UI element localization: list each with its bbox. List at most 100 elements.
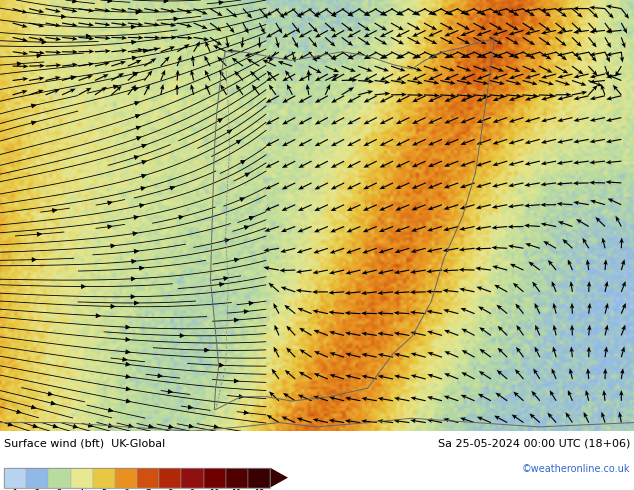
Text: 5: 5	[101, 489, 107, 490]
FancyArrowPatch shape	[108, 201, 112, 205]
FancyArrowPatch shape	[61, 15, 65, 19]
FancyArrowPatch shape	[37, 54, 41, 58]
FancyArrowPatch shape	[48, 392, 53, 395]
FancyArrowPatch shape	[71, 76, 75, 79]
FancyArrowPatch shape	[158, 374, 162, 378]
FancyArrowPatch shape	[180, 334, 184, 338]
FancyArrowPatch shape	[141, 174, 146, 178]
FancyArrowPatch shape	[108, 424, 113, 427]
Bar	[115, 467, 137, 488]
Text: 3: 3	[56, 489, 62, 490]
FancyArrowPatch shape	[218, 119, 222, 122]
FancyArrowPatch shape	[32, 258, 36, 262]
Text: 1: 1	[13, 489, 18, 490]
FancyArrowPatch shape	[81, 285, 86, 289]
FancyArrowPatch shape	[132, 56, 136, 60]
FancyArrowPatch shape	[108, 225, 112, 229]
FancyArrowPatch shape	[214, 425, 218, 429]
FancyArrowPatch shape	[8, 422, 12, 426]
FancyArrowPatch shape	[132, 260, 136, 263]
FancyArrowPatch shape	[131, 277, 135, 281]
Bar	[4, 467, 270, 488]
Text: 4: 4	[79, 489, 84, 490]
FancyArrowPatch shape	[134, 216, 138, 220]
FancyArrowPatch shape	[225, 239, 229, 243]
FancyArrowPatch shape	[227, 130, 231, 134]
Bar	[48, 467, 70, 488]
FancyArrowPatch shape	[134, 249, 138, 253]
Bar	[93, 467, 115, 488]
FancyArrowPatch shape	[169, 425, 173, 429]
Text: 6: 6	[123, 489, 129, 490]
Bar	[181, 467, 204, 488]
FancyArrowPatch shape	[143, 49, 148, 53]
FancyArrowPatch shape	[168, 390, 172, 393]
FancyArrowPatch shape	[126, 338, 130, 342]
FancyArrowPatch shape	[126, 387, 130, 391]
FancyArrowPatch shape	[239, 394, 243, 398]
FancyArrowPatch shape	[113, 85, 118, 89]
FancyArrowPatch shape	[132, 40, 136, 44]
FancyArrowPatch shape	[96, 314, 100, 318]
FancyArrowPatch shape	[136, 126, 141, 130]
Text: Sa 25-05-2024 00:00 UTC (18+06): Sa 25-05-2024 00:00 UTC (18+06)	[437, 438, 630, 448]
FancyArrowPatch shape	[126, 350, 130, 354]
FancyArrowPatch shape	[134, 156, 138, 159]
FancyArrowPatch shape	[174, 17, 178, 21]
FancyArrowPatch shape	[189, 424, 193, 428]
FancyArrowPatch shape	[219, 283, 224, 286]
Bar	[137, 467, 159, 488]
FancyArrowPatch shape	[53, 424, 57, 428]
FancyArrowPatch shape	[51, 401, 55, 405]
FancyArrowPatch shape	[134, 301, 138, 305]
FancyArrowPatch shape	[88, 423, 93, 427]
FancyArrowPatch shape	[148, 424, 153, 428]
FancyArrowPatch shape	[37, 232, 41, 236]
FancyArrowPatch shape	[16, 410, 21, 414]
Text: 2: 2	[35, 489, 40, 490]
FancyArrowPatch shape	[205, 348, 209, 352]
Text: 12: 12	[254, 489, 264, 490]
Text: 8: 8	[167, 489, 173, 490]
FancyArrowPatch shape	[123, 358, 127, 361]
FancyArrowPatch shape	[126, 399, 131, 403]
FancyArrowPatch shape	[139, 266, 144, 270]
FancyArrowPatch shape	[133, 72, 137, 76]
FancyArrowPatch shape	[73, 424, 77, 428]
FancyArrowPatch shape	[249, 301, 253, 305]
FancyArrowPatch shape	[224, 277, 228, 280]
Bar	[4, 467, 26, 488]
FancyArrowPatch shape	[164, 0, 168, 3]
FancyArrowPatch shape	[111, 244, 115, 248]
Bar	[226, 467, 248, 488]
Bar	[70, 467, 93, 488]
FancyArrowPatch shape	[32, 104, 36, 108]
FancyArrowPatch shape	[126, 325, 130, 329]
FancyArrowPatch shape	[188, 405, 192, 409]
FancyArrowPatch shape	[129, 424, 133, 428]
FancyArrowPatch shape	[240, 160, 245, 164]
FancyArrowPatch shape	[133, 232, 137, 236]
FancyArrowPatch shape	[33, 424, 37, 428]
Bar	[204, 467, 226, 488]
Text: 10: 10	[209, 489, 220, 490]
FancyArrowPatch shape	[17, 62, 21, 66]
FancyArrowPatch shape	[136, 115, 139, 118]
FancyArrowPatch shape	[142, 144, 146, 148]
FancyArrowPatch shape	[142, 160, 146, 164]
FancyArrowPatch shape	[108, 408, 113, 412]
FancyArrowPatch shape	[134, 87, 138, 91]
FancyArrowPatch shape	[245, 173, 249, 176]
FancyArrowPatch shape	[86, 34, 90, 38]
Polygon shape	[270, 467, 288, 488]
FancyArrowPatch shape	[72, 0, 77, 3]
FancyArrowPatch shape	[136, 10, 140, 14]
FancyArrowPatch shape	[234, 318, 238, 322]
FancyArrowPatch shape	[170, 186, 174, 190]
FancyArrowPatch shape	[139, 204, 144, 207]
FancyArrowPatch shape	[244, 310, 248, 314]
FancyArrowPatch shape	[240, 198, 244, 201]
FancyArrowPatch shape	[53, 209, 56, 213]
FancyArrowPatch shape	[131, 295, 135, 299]
FancyArrowPatch shape	[141, 187, 145, 191]
